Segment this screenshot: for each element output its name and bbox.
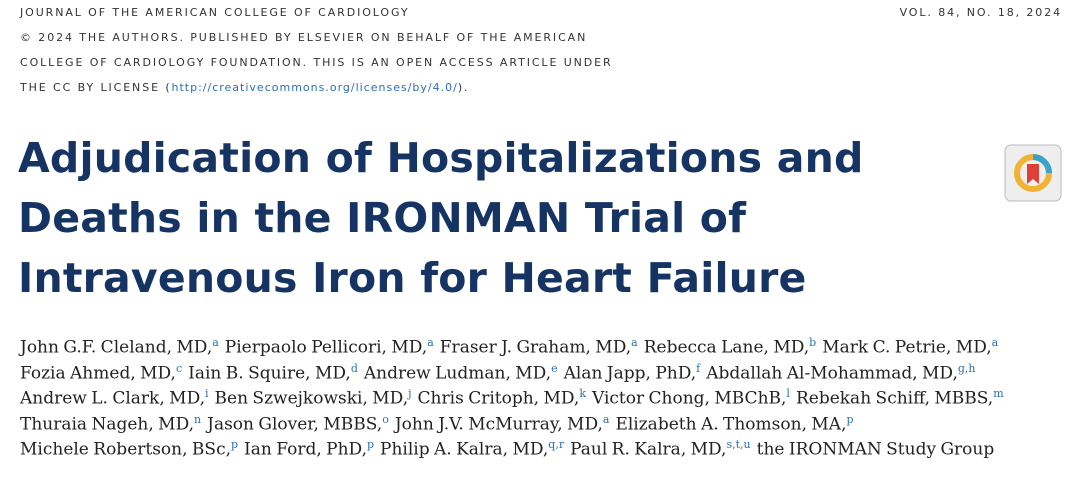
author-name: Jason Glover, MBBS, xyxy=(207,414,383,435)
affiliation: p xyxy=(846,412,854,426)
author-line: Thuraia Nageh, MD,n Jason Glover, MBBS,o J… xyxy=(20,413,860,435)
author-name: Victor Chong, MBChB, xyxy=(591,388,787,409)
affiliation: s,t,u xyxy=(726,438,751,451)
author-name: Michele Robertson, BSc, xyxy=(20,439,231,460)
affiliation: c xyxy=(175,361,183,375)
author-name: Rebecca Lane, MD, xyxy=(643,337,810,358)
journal-name: JOURNAL OF THE AMERICAN COLLEGE OF CARDI… xyxy=(20,6,410,19)
affiliation: m xyxy=(993,387,1004,400)
license-line: © 2024 THE AUTHORS. PUBLISHED BY ELSEVIE… xyxy=(20,31,588,44)
affiliation: a xyxy=(212,336,219,349)
author-name: Fraser J. Graham, MD, xyxy=(439,337,632,358)
affiliation: a xyxy=(602,412,610,426)
author-name: John G.F. Cleland, MD, xyxy=(20,337,213,358)
title-line: Adjudication of Hospitalizations and xyxy=(18,134,864,182)
affiliation: i xyxy=(205,387,209,400)
affiliation: p xyxy=(231,438,239,451)
affiliation: p xyxy=(366,438,375,451)
author-name: Philip A. Kalra, MD, xyxy=(380,439,549,460)
author-name: Thuraia Nageh, MD, xyxy=(20,414,195,435)
volume: VOL. 84, NO. 18, 2024 xyxy=(899,6,1062,19)
author-line: Michele Robertson, BSc,p Ian Ford, PhD,p P… xyxy=(20,438,994,460)
author-name: Chris Critoph, MD, xyxy=(417,388,580,409)
affiliation: f xyxy=(696,361,701,375)
crossmark-badge[interactable] xyxy=(1004,144,1062,202)
affiliation: j xyxy=(408,387,412,400)
author-name: Ian Ford, PhD, xyxy=(244,439,367,460)
author-name: Abdallah Al-Mohammad, MD, xyxy=(706,363,958,384)
license-line: COLLEGE OF CARDIOLOGY FOUNDATION. THIS I… xyxy=(20,56,613,69)
license-prefix: THE CC BY LICENSE ( xyxy=(20,81,172,94)
affiliation: l xyxy=(786,387,790,400)
author-name: Elizabeth A. Thomson, MA, xyxy=(615,414,847,435)
affiliation: e xyxy=(551,361,558,375)
affiliation: a xyxy=(631,336,638,349)
affiliation: a xyxy=(991,336,999,349)
affiliation: d xyxy=(350,361,358,375)
author-name: John J.V. McMurray, MD, xyxy=(394,414,603,435)
affiliation: q,r xyxy=(548,438,565,451)
author-name: Ben Szwejkowski, MD, xyxy=(214,388,409,409)
author-name: Andrew L. Clark, MD, xyxy=(20,388,205,409)
license-suffix: ). xyxy=(457,81,470,94)
affiliation: o xyxy=(382,412,389,426)
author-name: Rebekah Schiff, MBBS, xyxy=(795,388,994,409)
author-line: John G.F. Cleland, MD,a Pierpaolo Pellico… xyxy=(20,336,1004,358)
license-link[interactable]: http://creativecommons.org/licenses/by/4… xyxy=(171,81,458,94)
author-name: Fozia Ahmed, MD, xyxy=(20,363,176,384)
author-line: Andrew L. Clark, MD,i Ben Szwejkowski, MD… xyxy=(20,387,1010,409)
author-name: Pierpaolo Pellicori, MD, xyxy=(224,337,428,358)
author-line: Fozia Ahmed, MD,c Iain B. Squire, MD,d And… xyxy=(20,362,981,384)
title-line: Intravenous Iron for Heart Failure xyxy=(18,254,807,302)
license-line: THE CC BY LICENSE (http://creativecommon… xyxy=(20,81,469,94)
author-name: Alan Japp, PhD, xyxy=(563,363,697,384)
author-name: Paul R. Kalra, MD, xyxy=(570,439,727,460)
affiliation: g,h xyxy=(957,361,976,375)
author-name: Mark C. Petrie, MD, xyxy=(822,337,992,358)
title-line: Deaths in the IRONMAN Trial of xyxy=(18,194,747,242)
affiliation: k xyxy=(579,387,586,400)
affiliation: b xyxy=(809,336,817,349)
author-name: Iain B. Squire, MD, xyxy=(188,363,351,384)
affiliation: n xyxy=(194,412,202,426)
author-name: the IRONMAN Study Group xyxy=(756,439,995,460)
author-name: Andrew Ludman, MD, xyxy=(363,363,552,384)
affiliation: a xyxy=(427,336,434,349)
